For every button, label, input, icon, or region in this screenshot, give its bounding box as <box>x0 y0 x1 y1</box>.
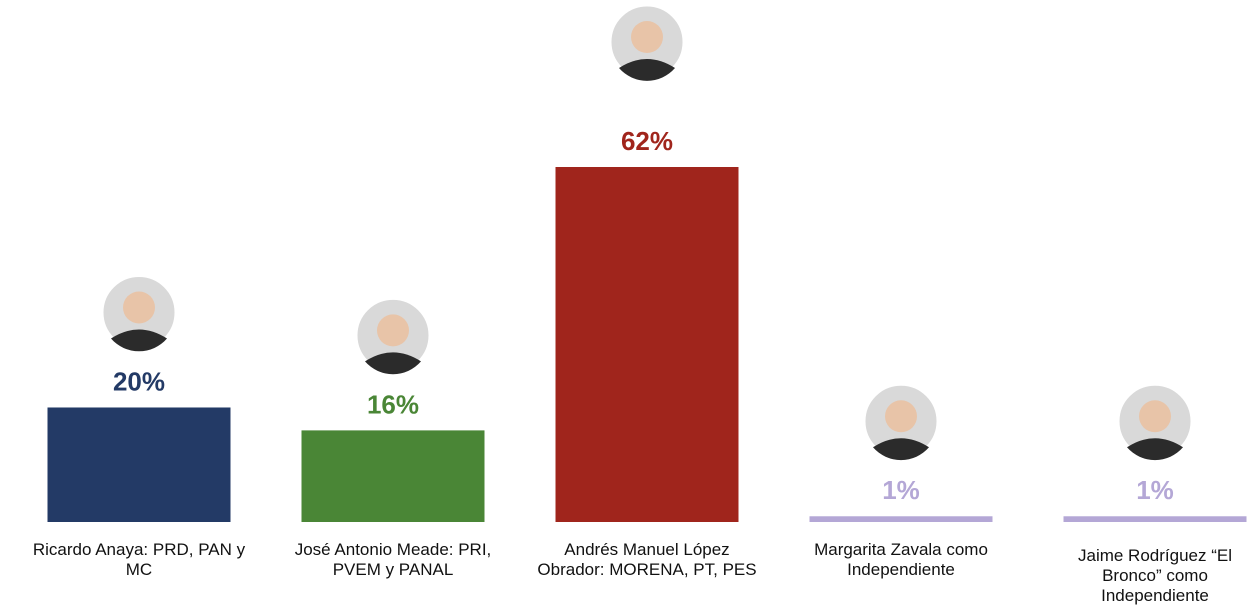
photo-suit <box>365 352 421 375</box>
value-label: 16% <box>367 389 419 419</box>
category-label: Jaime Rodríguez “El Bronco” como Indepen… <box>1077 546 1232 605</box>
value-label: 1% <box>1136 475 1174 505</box>
bar <box>809 516 993 522</box>
bar <box>47 407 231 522</box>
bar <box>301 430 485 522</box>
bar <box>555 167 739 522</box>
photo-suit <box>873 438 929 461</box>
candidate-photo <box>608 3 686 81</box>
candidate-photo <box>100 273 178 352</box>
photo-suit <box>111 329 167 352</box>
photo-face <box>631 21 663 53</box>
photo-suit <box>1127 438 1183 461</box>
category-label: Margarita Zavala como Independiente <box>814 540 988 579</box>
photo-face <box>377 314 409 347</box>
category-label: Andrés Manuel López Obrador: MORENA, PT,… <box>537 540 757 579</box>
photo-face <box>123 291 155 324</box>
candidate-photo <box>354 296 432 375</box>
bar <box>1063 516 1247 522</box>
category-label: José Antonio Meade: PRI, PVEM y PANAL <box>294 540 492 579</box>
candidate-photo <box>862 382 940 461</box>
category-label: Ricardo Anaya: PRD, PAN y MC <box>32 540 246 579</box>
photo-suit <box>619 59 675 81</box>
candidate-photo <box>1116 382 1194 461</box>
photo-face <box>885 400 917 433</box>
value-label: 1% <box>882 475 920 505</box>
value-label: 20% <box>113 366 165 396</box>
value-label: 62% <box>621 126 673 156</box>
photo-face <box>1139 400 1171 433</box>
